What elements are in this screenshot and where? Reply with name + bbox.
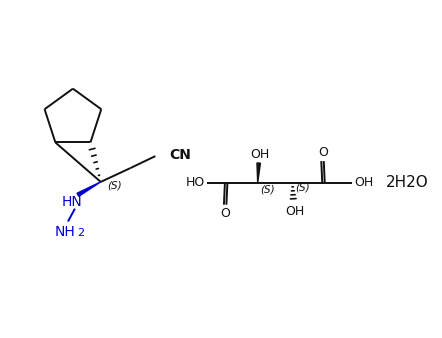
Text: (S): (S) [260, 185, 275, 195]
Text: OH: OH [285, 205, 304, 218]
Text: 2H2O: 2H2O [386, 175, 429, 190]
Text: O: O [221, 207, 230, 220]
Text: O: O [318, 146, 328, 159]
Polygon shape [77, 182, 101, 196]
Text: OH: OH [250, 148, 269, 161]
Text: CN: CN [169, 148, 191, 162]
Text: (S): (S) [107, 181, 122, 191]
Text: HN: HN [61, 195, 82, 209]
Text: HO: HO [186, 176, 205, 189]
Polygon shape [257, 163, 260, 183]
Text: OH: OH [354, 176, 373, 189]
Text: (S): (S) [295, 183, 310, 193]
Text: 2: 2 [77, 228, 84, 239]
Text: NH: NH [55, 225, 75, 240]
